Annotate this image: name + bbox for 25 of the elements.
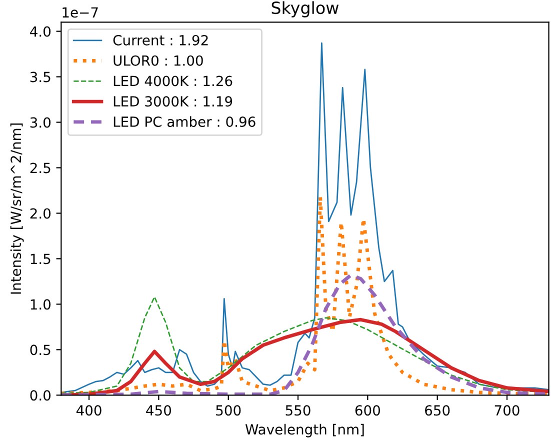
y-tick-label: 1.5 — [30, 254, 50, 264]
text: 1e−7 — [62, 7, 98, 18]
x-tick-label: 500 — [216, 405, 241, 416]
y-tick-label: 4.0 — [30, 26, 51, 37]
legend-label: LED 4000K : 1.26 — [114, 76, 232, 86]
legend-label: ULOR0 : 1.00 — [114, 55, 203, 66]
x-tick-label: 650 — [425, 405, 450, 416]
x-tick-label: 400 — [76, 405, 102, 416]
legend-label: LED PC amber : 0.96 — [114, 116, 256, 127]
y-tick-label: 2.5 — [30, 162, 50, 174]
x-tick-label: 700 — [494, 405, 520, 416]
y-tick-label: 0.0 — [30, 390, 51, 401]
chart-title: Skyglow — [272, 1, 339, 18]
y-tick-label: 3.5 — [30, 72, 50, 82]
y-tick-label: 0.5 — [30, 344, 50, 356]
y-axis-title: Intensity [W/sr/m^2/nm] — [10, 123, 24, 294]
x-tick-label: 550 — [286, 405, 310, 416]
y-tick-label: 3.0 — [30, 117, 51, 128]
y-tick-label: 2.0 — [30, 208, 51, 219]
x-tick-label: 600 — [355, 405, 380, 416]
legend-label: Current : 1.92 — [113, 34, 208, 46]
x-tick-label: 450 — [146, 405, 172, 416]
legend-label: LED 3000K : 1.19 — [114, 96, 232, 107]
y-tick-label: 1.0 — [30, 299, 51, 310]
x-axis-title: Wavelength [nm] — [245, 424, 364, 438]
